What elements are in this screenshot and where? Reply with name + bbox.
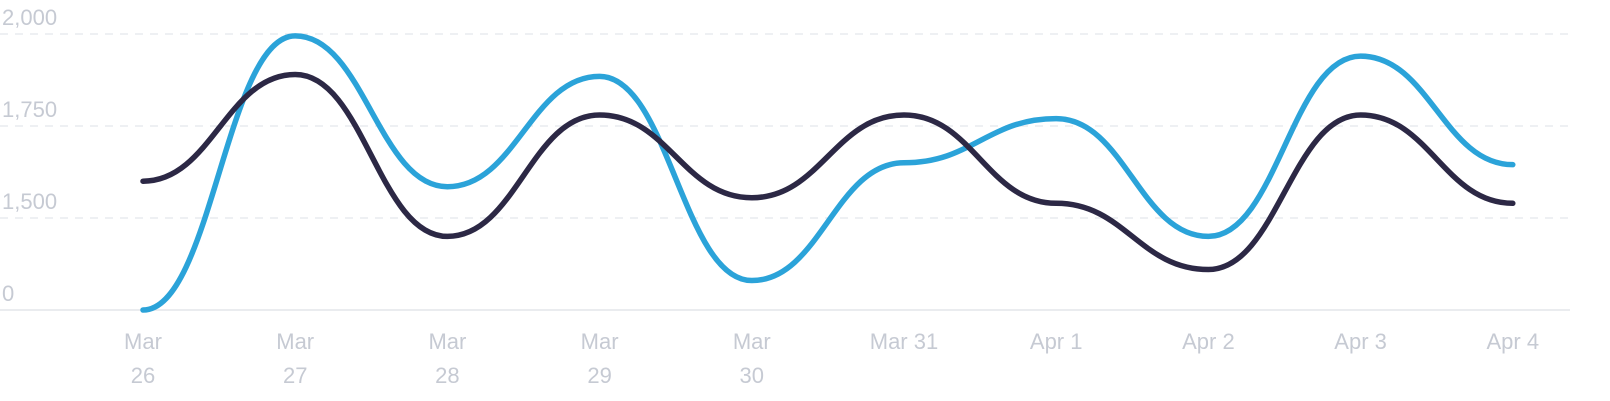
x-tick-label: Mar 26: [124, 329, 162, 388]
x-tick-label: Mar 27: [276, 329, 314, 388]
y-tick-label: 2,000: [2, 5, 57, 30]
x-tick-label: Apr 4: [1487, 329, 1540, 354]
y-axis: 0 1,500 1,750 2,000: [2, 5, 57, 306]
series-line-dark: [140, 71, 1516, 273]
series-line-blue: [140, 33, 1516, 313]
x-axis: Mar 26 Mar 27 Mar 28 Mar 29 Mar 30 Mar 31 Apr 1 Apr …: [124, 329, 1539, 388]
x-tick-label: Apr 2: [1182, 329, 1235, 354]
y-tick-label: 1,500: [2, 189, 57, 214]
x-tick-label: Mar 30: [733, 329, 771, 388]
gridlines: [0, 33, 1570, 311]
y-tick-label: 1,750: [2, 97, 57, 122]
x-tick-label: Apr 3: [1334, 329, 1387, 354]
x-tick-label: Mar 29: [581, 329, 619, 388]
series-lines: [140, 33, 1516, 313]
y-tick-label: 0: [2, 281, 14, 306]
x-tick-label: Mar 31: [870, 329, 938, 354]
x-tick-label: Mar 28: [428, 329, 466, 388]
x-tick-label: Apr 1: [1030, 329, 1083, 354]
